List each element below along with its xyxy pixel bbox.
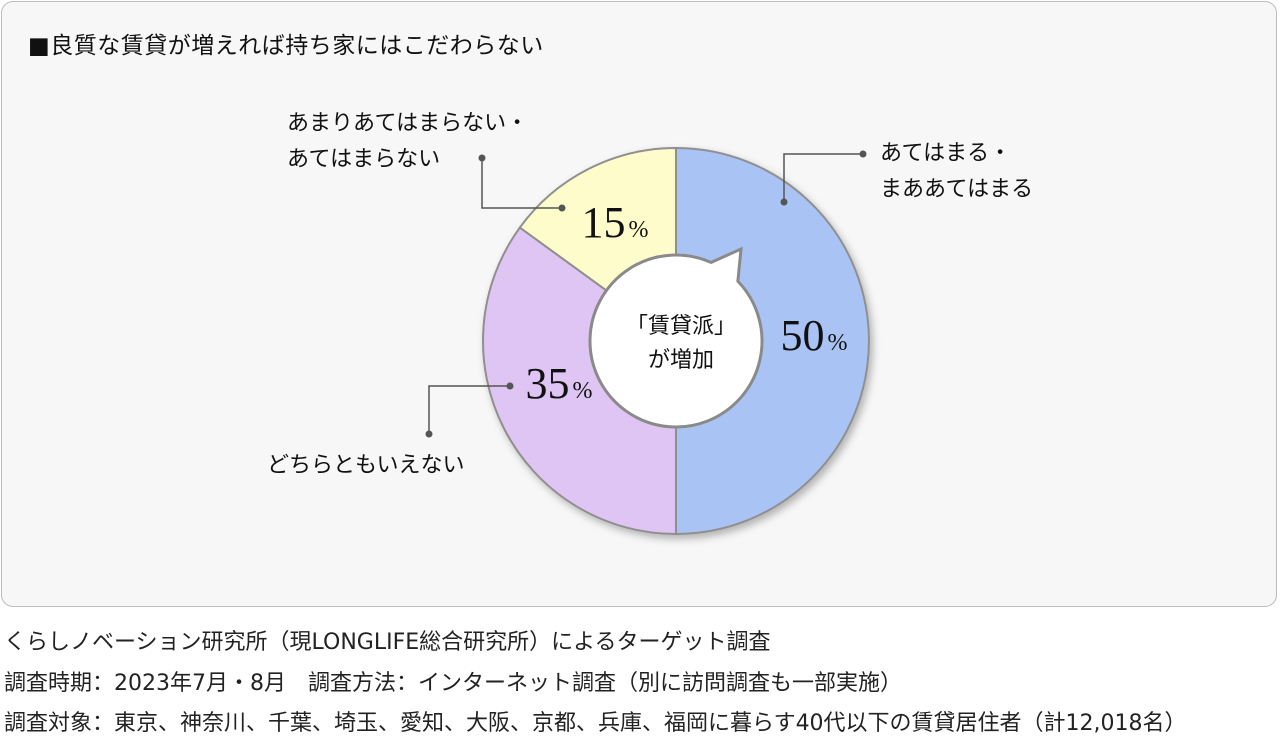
slice-agree bbox=[675, 146, 870, 536]
slice-label-line: どちらともいえない bbox=[267, 453, 465, 478]
slice-label-line: あてはまる・ bbox=[880, 141, 1012, 166]
slice-label-disagree: あまりあてはまらない・ あてはまらない bbox=[287, 106, 528, 178]
leader-dot bbox=[780, 198, 788, 206]
slice-label-agree: あてはまる・ まああてはまる bbox=[880, 136, 1033, 208]
leader-dot bbox=[558, 204, 566, 212]
center-label-line: 「賃貸派」 bbox=[625, 314, 736, 339]
leader-lines bbox=[425, 150, 867, 438]
leader-dot bbox=[506, 382, 514, 390]
leader-line-agree bbox=[783, 153, 863, 202]
leader-line-disagree bbox=[481, 158, 562, 209]
chart-title: ■良質な賃貸が増えれば持ち家にはこだわらない bbox=[28, 33, 544, 59]
slice-label-neutral: どちらともいえない bbox=[267, 448, 465, 484]
center-label: 「賃貸派」 が増加 bbox=[596, 310, 766, 378]
value-labels: 50 % 35 % 15% bbox=[526, 198, 848, 408]
footnote: 調査対象：東京、神奈川、千葉、埼玉、愛知、大阪、京都、兵庫、福岡に暮らす40代以… bbox=[4, 711, 1187, 736]
slice-label-line: あまりあてはまらない・ bbox=[287, 111, 529, 136]
value-label: 50% bbox=[781, 311, 848, 360]
slice-label-line: まああてはまる bbox=[880, 177, 1034, 202]
leader-dot bbox=[859, 150, 867, 158]
footnote: 調査時期：2023年7月・8月 調査方法：インターネット調査（別に訪問調査も一部… bbox=[4, 671, 902, 696]
leader-line-neutral bbox=[428, 385, 510, 434]
leader-dot bbox=[478, 154, 486, 162]
center-bubble bbox=[588, 246, 764, 429]
value-label: 15% bbox=[582, 198, 649, 247]
donut-chart: 50 % 35 % 15% bbox=[425, 146, 870, 536]
center-label-line: が増加 bbox=[647, 348, 714, 373]
slice-neutral bbox=[482, 226, 677, 536]
value-label: 35% bbox=[526, 359, 593, 408]
footnote: くらしノベーション研究所（現LONGLIFE総合研究所）によるターゲット調査 bbox=[4, 630, 771, 655]
slice-label-line: あてはまらない bbox=[287, 147, 441, 172]
leader-dot bbox=[425, 430, 433, 438]
